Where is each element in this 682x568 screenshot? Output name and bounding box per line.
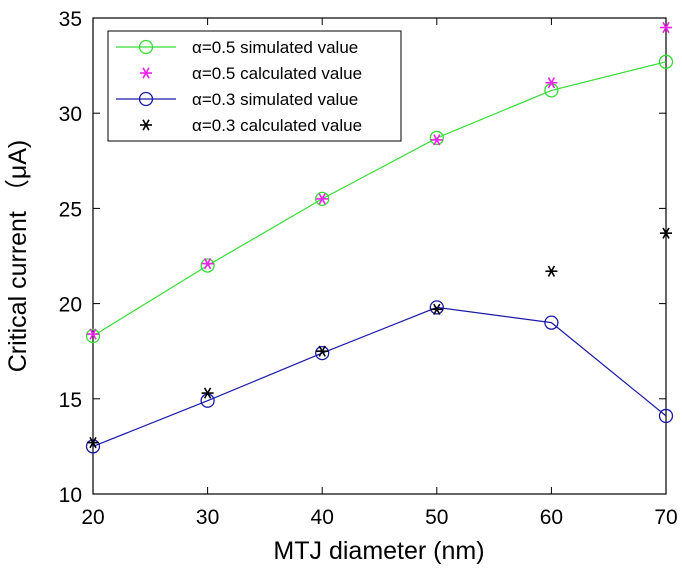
data-point: [660, 21, 672, 34]
x-axis-label: MTJ diameter (nm): [273, 537, 484, 565]
series-3: [85, 300, 674, 454]
legend: α=0.5 simulated value α=0.5 calculated va…: [107, 30, 402, 142]
x-tick-label: 70: [654, 506, 677, 529]
x-tick-label: 20: [81, 506, 104, 529]
legend-item: α=0.5 simulated value: [116, 38, 358, 57]
y-tick-label: 35: [59, 8, 82, 31]
legend-item: α=0.3 simulated value: [116, 90, 358, 109]
legend-marker: [138, 39, 154, 55]
series-4: [87, 227, 672, 449]
data-point: [201, 258, 214, 270]
y-tick-label: 10: [59, 484, 82, 507]
data-point: [85, 328, 101, 344]
series-line: [92, 306, 667, 447]
data-point: [430, 303, 443, 315]
legend-item: α=0.3 calculated value: [140, 116, 362, 135]
data-point: [200, 258, 215, 273]
series-2: [87, 21, 672, 340]
data-point: [658, 408, 674, 424]
y-tick-label: 20: [59, 294, 82, 317]
data-point: [316, 193, 329, 205]
ticks: 20 30 40 50 60 70 10 15 20 25 30 35: [59, 8, 678, 529]
legend-label: α=0.5 simulated value: [192, 38, 358, 57]
axes-frame: [92, 17, 667, 495]
legend-label: α=0.3 calculated value: [192, 116, 362, 135]
y-tick-label: 25: [59, 198, 82, 221]
data-point: [316, 345, 329, 357]
x-tick-label: 50: [425, 506, 448, 529]
x-tick-label: 30: [196, 506, 219, 529]
legend-marker: [140, 67, 152, 79]
data-point: [545, 77, 558, 89]
data-point: [87, 328, 99, 340]
series-line: [92, 61, 667, 337]
data-point: [201, 387, 214, 399]
legend-box: [107, 30, 402, 142]
data-point: [85, 439, 101, 454]
data-point: [660, 227, 672, 239]
x-tick-label: 60: [540, 506, 563, 529]
data-point: [430, 134, 443, 146]
y-tick-label: 15: [59, 389, 82, 412]
legend-marker: [140, 119, 152, 131]
data-point: [544, 315, 559, 330]
legend-item: α=0.5 calculated value: [140, 64, 362, 83]
legend-label: α=0.3 simulated value: [192, 90, 358, 109]
data-point: [429, 130, 444, 146]
x-tick-label: 40: [311, 506, 334, 529]
y-axis-label: Critical current （μA): [4, 140, 32, 373]
legend-marker: [138, 91, 154, 107]
data-point: [87, 436, 99, 449]
plot-area: [85, 17, 674, 495]
data-point: [545, 265, 558, 277]
data-point: [658, 54, 674, 69]
legend-label: α=0.5 calculated value: [192, 64, 362, 83]
data-point: [315, 345, 330, 361]
data-point: [429, 300, 444, 315]
data-point: [315, 191, 330, 207]
y-tick-label: 30: [59, 103, 82, 126]
